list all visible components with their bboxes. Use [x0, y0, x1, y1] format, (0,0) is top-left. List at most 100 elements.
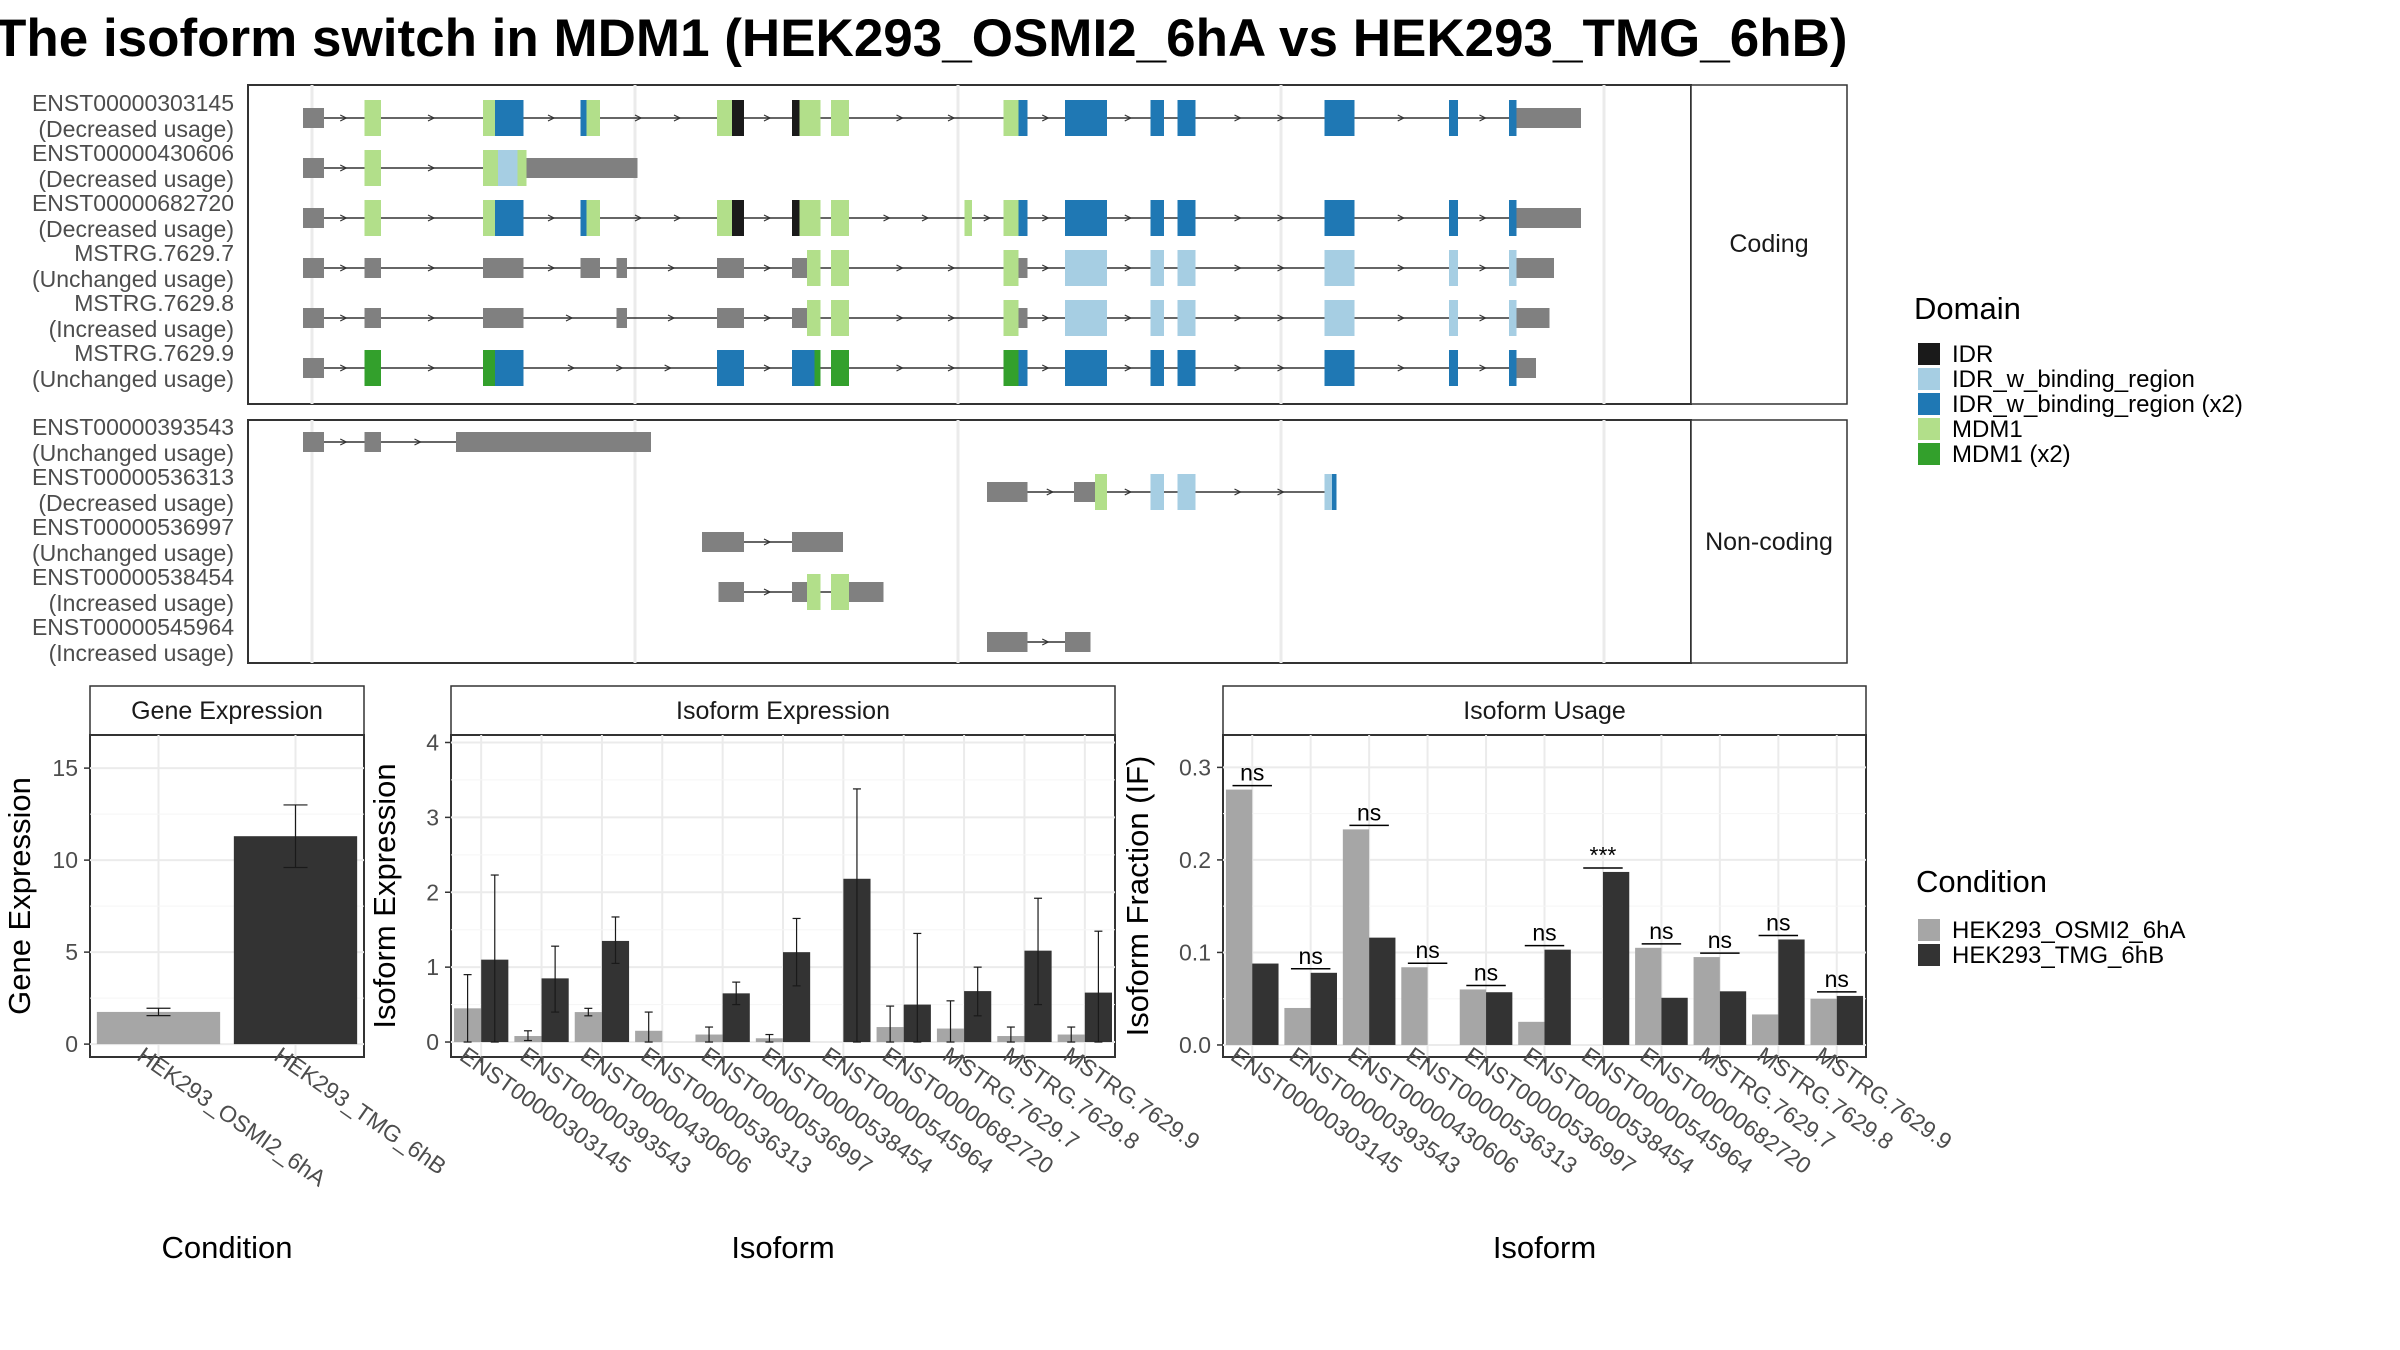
y-axis-title: Isoform Fraction (IF) — [1120, 756, 1155, 1037]
legend-swatch — [1918, 343, 1940, 365]
direction-arrow — [339, 314, 348, 322]
coding-strip-label: Coding — [1729, 230, 1808, 258]
chart-strip — [450, 685, 1116, 736]
domain-block — [495, 200, 524, 236]
direction-arrow — [615, 364, 624, 372]
transcript-labels: ENST00000303145(Decreased usage)ENST0000… — [32, 90, 234, 666]
domain-block — [1003, 250, 1019, 286]
y-tick-label: 2 — [426, 879, 439, 905]
transcript-name: MSTRG.7629.7 — [74, 240, 234, 266]
exon-block — [456, 432, 651, 452]
exon-block — [1018, 258, 1028, 278]
exon-block — [303, 432, 324, 452]
transcript-name: ENST00000682720 — [32, 190, 234, 216]
significance-label: ns — [1474, 959, 1498, 985]
direction-arrow — [1277, 488, 1285, 496]
direction-arrow — [1234, 264, 1242, 272]
domain-block — [1324, 350, 1355, 386]
exon-block — [1516, 108, 1527, 128]
domain-legend-items: IDRIDR_w_binding_regionIDR_w_binding_reg… — [1918, 341, 2243, 468]
transcript-name: ENST00000430606 — [32, 140, 234, 166]
bar — [1284, 1007, 1311, 1045]
bar — [1401, 967, 1428, 1045]
domain-block — [495, 350, 524, 386]
y-tick-label: 1 — [426, 954, 439, 980]
y-axis-title: Gene Expression — [2, 777, 37, 1015]
direction-arrow — [427, 114, 436, 122]
domain-block — [517, 150, 527, 186]
exon-block — [526, 158, 543, 178]
bar — [1459, 989, 1487, 1045]
direction-arrow — [547, 114, 556, 122]
domain-block — [1449, 250, 1458, 286]
exon-block — [1074, 482, 1095, 502]
domain-block — [1324, 300, 1355, 336]
direction-arrow — [1234, 314, 1242, 322]
domain-block — [807, 250, 821, 286]
direction-arrow — [763, 314, 772, 322]
exon-block — [717, 258, 744, 278]
domain-block — [814, 350, 821, 386]
legend-label: IDR — [1952, 341, 1993, 368]
y-tick-label: 15 — [52, 755, 78, 781]
transcript-name: ENST00000538454 — [32, 564, 234, 590]
direction-arrow — [921, 214, 930, 222]
bar — [1693, 957, 1720, 1045]
domain-block — [483, 200, 495, 236]
noncoding-panel: Non-coding — [247, 419, 1848, 664]
direction-arrow — [1277, 114, 1285, 122]
exon-block — [717, 308, 744, 328]
direction-arrow — [673, 214, 682, 222]
domain-block — [364, 150, 381, 186]
exon-block — [1516, 358, 1536, 378]
domain-block — [807, 574, 821, 610]
domain-block — [1177, 250, 1196, 286]
direction-arrow — [983, 214, 992, 222]
direction-arrow — [547, 264, 556, 272]
significance-label: ns — [1708, 927, 1732, 953]
domain-legend: Domain IDRIDR_w_binding_regionIDR_w_bind… — [1914, 291, 2243, 468]
coding-gridlines — [310, 85, 1606, 404]
noncoding-transcript-tracks — [303, 432, 1337, 652]
exon-block — [364, 308, 381, 328]
domain-block — [498, 150, 518, 186]
y-axis-title: Isoform Expression — [367, 763, 402, 1028]
direction-arrow — [896, 264, 904, 272]
direction-arrow — [1124, 264, 1133, 272]
direction-arrow — [664, 364, 672, 372]
domain-block — [717, 200, 732, 236]
domain-block — [732, 200, 744, 236]
direction-arrow — [1277, 314, 1285, 322]
legend-swatch — [1918, 944, 1940, 966]
domain-block — [580, 200, 587, 236]
coding-panel: Coding — [247, 84, 1848, 405]
bar — [233, 836, 358, 1045]
bar — [1310, 972, 1337, 1045]
bar — [1778, 939, 1805, 1045]
domain-block — [717, 350, 744, 386]
domain-block — [1065, 200, 1107, 236]
domain-block — [1150, 200, 1164, 236]
domain-block — [580, 100, 587, 136]
transcript-name: ENST00000536313 — [32, 464, 234, 490]
direction-arrow — [634, 114, 643, 122]
exon-block — [303, 308, 324, 328]
exon-block — [792, 582, 807, 602]
domain-block — [831, 200, 849, 236]
bar — [1635, 947, 1662, 1045]
domain-block — [792, 100, 800, 136]
y-tick-label: 5 — [65, 939, 78, 965]
bar — [1719, 991, 1747, 1045]
direction-arrow — [896, 114, 904, 122]
domain-block — [483, 350, 495, 386]
x-axis-title: Isoform — [731, 1230, 834, 1265]
domain-block — [1332, 474, 1337, 510]
y-tick-label: 3 — [426, 804, 439, 830]
direction-arrow — [1277, 214, 1285, 222]
direction-arrow — [567, 364, 576, 372]
transcript-usage: (Decreased usage) — [38, 166, 234, 192]
direction-arrow — [1277, 364, 1285, 372]
domain-block — [1449, 350, 1458, 386]
exon-block — [792, 532, 843, 552]
transcript-track — [718, 574, 884, 610]
